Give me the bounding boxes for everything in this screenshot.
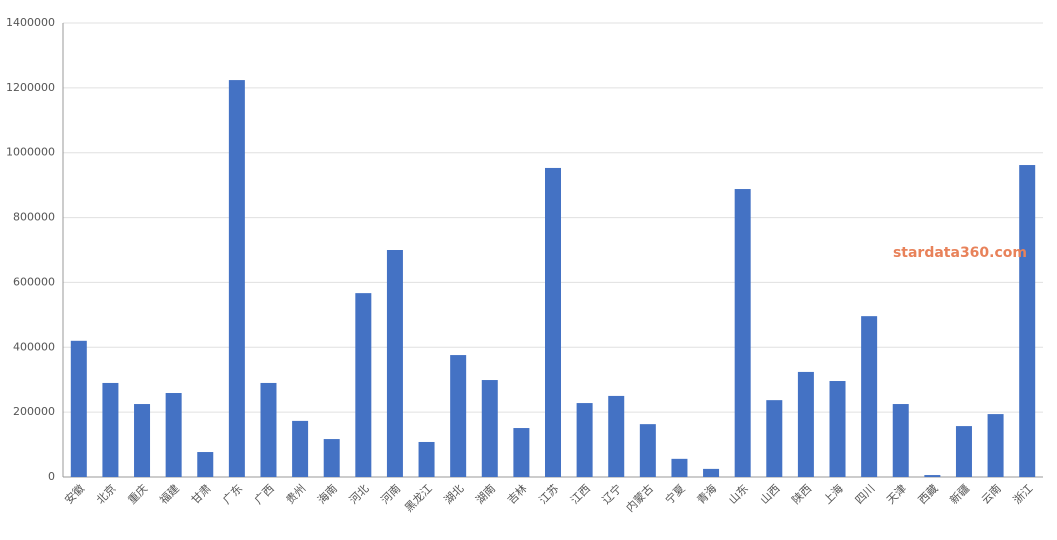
x-tick-label: 山东 (726, 482, 751, 507)
bar (165, 393, 182, 477)
y-tick-label: 400000 (13, 340, 55, 353)
bar (1019, 165, 1036, 477)
x-tick-label: 新疆 (947, 481, 972, 506)
bar (955, 426, 972, 477)
bar (829, 381, 846, 477)
bar (545, 167, 561, 477)
bar (102, 382, 119, 477)
y-tick-label: 600000 (13, 275, 55, 288)
y-tick-label: 1400000 (6, 16, 55, 29)
bar (576, 403, 593, 477)
bar (197, 452, 214, 477)
x-tick-label: 广西 (252, 482, 277, 507)
x-tick-label: 重庆 (125, 481, 150, 506)
bar (734, 189, 751, 477)
x-tick-label: 甘肃 (189, 482, 214, 507)
x-tick-label: 江西 (568, 482, 593, 507)
bar (671, 458, 688, 477)
x-tick-label: 福建 (156, 481, 181, 506)
x-tick-label: 陕西 (789, 481, 814, 506)
x-tick-label: 青海 (694, 481, 719, 506)
x-tick-label: 湖北 (442, 482, 467, 507)
y-tick-label: 200000 (13, 405, 55, 418)
x-tick-label: 云南 (979, 482, 1004, 507)
bar (228, 80, 245, 478)
bar (323, 439, 340, 477)
bar (70, 340, 87, 477)
x-tick-label: 江苏 (536, 482, 561, 507)
bar (892, 404, 909, 477)
bar (924, 475, 941, 477)
bar (766, 400, 783, 477)
x-tick-label: 宁夏 (662, 481, 687, 506)
bar (418, 441, 435, 477)
y-tick-label: 0 (48, 470, 55, 483)
bar (450, 355, 467, 477)
bar (861, 316, 878, 477)
bar (513, 428, 530, 477)
x-tick-label: 吉林 (504, 481, 529, 506)
bar (386, 250, 403, 477)
x-tick-label: 内蒙古 (623, 481, 656, 514)
x-tick-label: 河南 (378, 482, 403, 507)
x-tick-label: 黑龙江 (402, 482, 435, 515)
bar (703, 468, 720, 477)
bar (134, 404, 151, 477)
watermark: stardata360.com (893, 245, 1027, 261)
bar (639, 424, 656, 477)
y-tick-label: 1200000 (6, 81, 55, 94)
x-tick-label: 北京 (93, 481, 118, 506)
y-tick-label: 1000000 (6, 146, 55, 159)
bar (797, 371, 814, 477)
x-tick-label: 湖南 (473, 482, 498, 507)
x-tick-label: 四川 (853, 482, 878, 507)
x-tick-label: 浙江 (1011, 482, 1036, 507)
x-tick-label: 海南 (314, 481, 339, 506)
x-tick-label: 贵州 (284, 482, 309, 507)
bar (608, 395, 625, 477)
bar (481, 380, 498, 477)
bar (260, 382, 277, 477)
x-tick-label: 安徽 (62, 481, 87, 506)
x-tick-label: 上海 (820, 481, 845, 506)
bar (987, 414, 1004, 477)
x-tick-label: 西藏 (916, 482, 941, 507)
x-tick-label: 河北 (347, 482, 372, 507)
x-tick-label: 山西 (758, 482, 783, 507)
x-tick-label: 天津 (884, 482, 909, 507)
bar (355, 293, 372, 477)
bar (292, 420, 309, 477)
x-tick-label: 广东 (220, 482, 245, 507)
x-tick-label: 辽宁 (599, 481, 624, 506)
y-tick-label: 800000 (13, 211, 55, 224)
